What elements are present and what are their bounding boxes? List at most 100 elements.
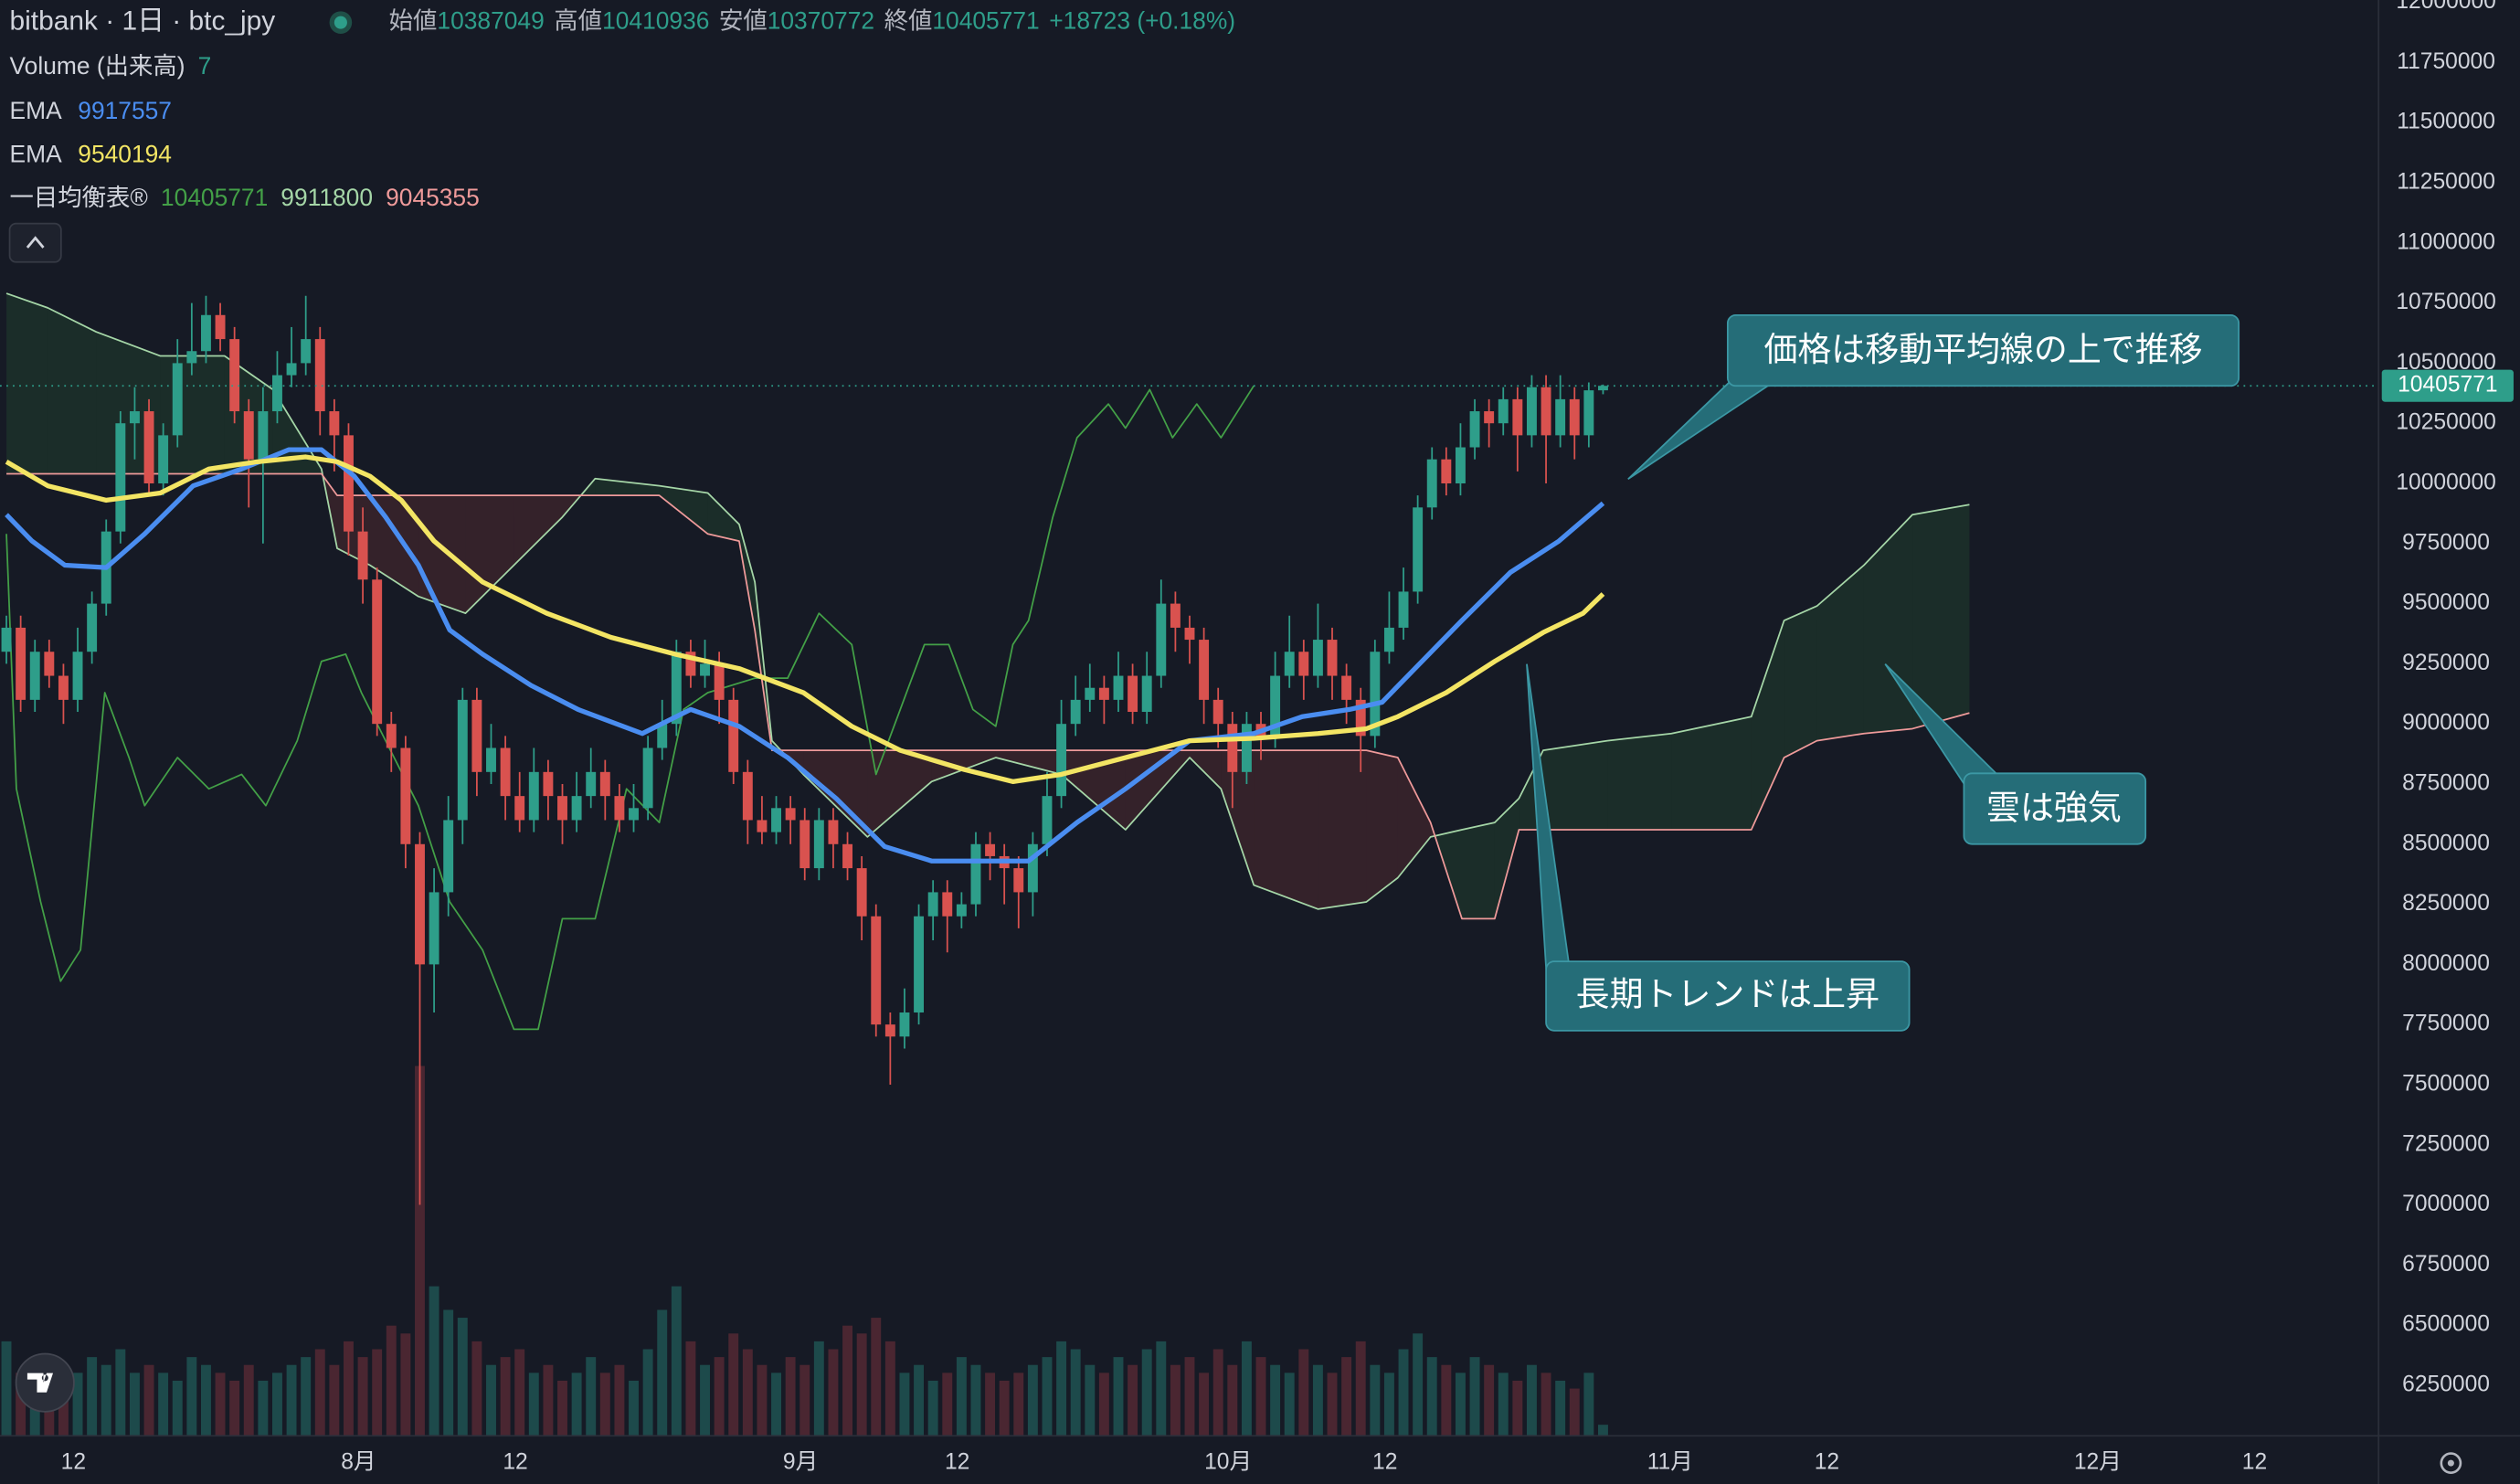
volume-bar	[1469, 1357, 1480, 1436]
y-tick-label: 11500000	[2397, 110, 2495, 134]
candle-body	[344, 435, 354, 532]
candle-body	[586, 771, 597, 797]
candle-body	[728, 699, 739, 772]
volume-bar	[258, 1380, 269, 1436]
volume-bar	[1484, 1364, 1495, 1436]
collapse-button[interactable]	[8, 222, 62, 263]
cloud-fill	[1221, 750, 1255, 885]
volume-bar	[1056, 1341, 1067, 1436]
y-tick-label: 8750000	[2402, 770, 2490, 795]
candle-body	[1555, 398, 1566, 436]
volume-bar	[443, 1309, 454, 1436]
ohlc-value: 10410936	[602, 7, 709, 35]
candle-body	[1341, 675, 1352, 700]
volume-bar	[1583, 1373, 1594, 1436]
x-tick-label: 12	[2242, 1450, 2267, 1475]
volume-bar	[657, 1309, 668, 1436]
candle-body	[956, 904, 967, 917]
candle-body	[1498, 398, 1509, 424]
volume-bar	[1526, 1364, 1537, 1436]
volume-bar	[372, 1349, 383, 1436]
volume-bar	[1128, 1364, 1138, 1436]
volume-bar	[243, 1364, 254, 1436]
ohlc-value: 10370772	[768, 7, 874, 35]
volume-bar	[158, 1373, 169, 1436]
volume-bar	[1227, 1364, 1238, 1436]
settings-icon[interactable]	[2440, 1452, 2462, 1475]
volume-bar	[1398, 1349, 1409, 1436]
volume-bar	[1184, 1357, 1195, 1436]
candle-body	[1541, 387, 1551, 436]
candle-body	[1484, 411, 1495, 424]
volume-bar	[985, 1373, 996, 1436]
settings-button[interactable]	[2440, 1452, 2462, 1475]
volume-bar	[471, 1341, 482, 1436]
candle-body	[1241, 724, 1252, 772]
volume-bar	[1327, 1373, 1338, 1436]
candle-body	[1013, 868, 1024, 893]
candle-body	[1597, 386, 1608, 391]
ohlc-label: 終値	[884, 7, 933, 35]
candle-body	[629, 808, 639, 821]
x-tick-label: 8月	[341, 1450, 376, 1475]
volume-bar	[700, 1364, 710, 1436]
candle-body	[1212, 699, 1223, 725]
cloud-fill	[514, 495, 563, 566]
callout-text: 長期トレンドは上昇	[1576, 976, 1879, 1013]
volume-bar	[757, 1364, 768, 1436]
candle-body	[1426, 459, 1437, 508]
volume-bar	[16, 1373, 26, 1436]
volume-bar	[599, 1373, 610, 1436]
volume-bar	[143, 1364, 154, 1436]
candle-body	[1441, 459, 1452, 484]
candle-body	[486, 747, 496, 772]
volume-bar	[614, 1364, 625, 1436]
volume-bar	[229, 1380, 240, 1436]
candle-body	[856, 868, 867, 917]
volume-bar	[671, 1286, 682, 1436]
candle-body	[842, 843, 853, 869]
volume-bar	[1498, 1373, 1509, 1436]
candle-body	[1383, 627, 1394, 652]
volume-bar	[1541, 1373, 1551, 1436]
candle-body	[172, 363, 183, 436]
volume-bar	[514, 1349, 525, 1436]
volume-bar	[1555, 1380, 1566, 1436]
ohlc-header: 始値10387049 高値10410936 安値10370772 終値10405771…	[389, 7, 1235, 35]
volume-bar	[728, 1333, 739, 1436]
volume-bar	[200, 1364, 211, 1436]
legend-name: 一目均衡表®	[10, 184, 149, 211]
volume-bar	[215, 1373, 226, 1436]
candle-body	[557, 796, 567, 821]
cloud-fill	[369, 495, 418, 597]
volume-bar	[186, 1357, 197, 1436]
tradingview-logo[interactable]	[15, 1352, 75, 1413]
cloud-fill	[1671, 716, 1752, 830]
candle-body	[871, 916, 882, 1025]
candle-body	[329, 411, 340, 436]
candle-body	[742, 771, 753, 821]
candle-body	[543, 771, 554, 797]
candle-body	[314, 339, 325, 412]
candle-body	[400, 747, 411, 844]
cloud-fill	[1542, 740, 1608, 830]
candle-body	[286, 363, 297, 376]
y-tick-label: 12000000	[2396, 0, 2495, 14]
settings-icon-center	[2447, 1459, 2454, 1467]
collapse-button-box[interactable]	[8, 222, 62, 263]
candle-body	[1270, 675, 1281, 737]
volume-bar	[1241, 1341, 1252, 1436]
candle-body	[714, 663, 725, 700]
callout-box	[1963, 772, 2147, 845]
legend-ema: EMA 9540194	[10, 141, 172, 168]
candle-body	[757, 820, 768, 832]
ohlc-value: 10405771	[932, 7, 1039, 35]
y-tick-label: 8500000	[2402, 831, 2490, 855]
volume-bar	[1512, 1380, 1523, 1436]
volume-bar	[785, 1357, 796, 1436]
volume-bar	[842, 1325, 853, 1436]
volume-bar	[500, 1357, 511, 1436]
candle-body	[229, 339, 240, 412]
ohlc-label: 安値	[719, 7, 768, 35]
candle-body	[828, 820, 839, 844]
